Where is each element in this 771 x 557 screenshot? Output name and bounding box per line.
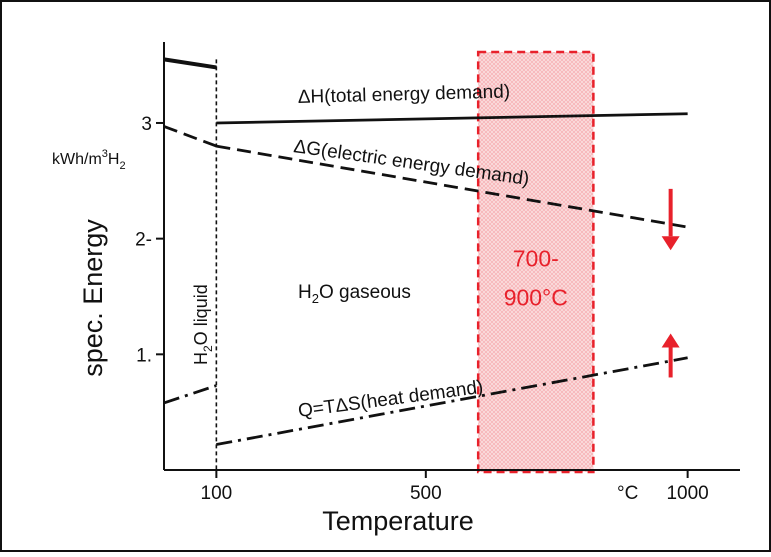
liquid-segment-total-energy [163, 57, 217, 70]
region-label-gaseous: H2O gaseous [298, 282, 411, 306]
x-axis-title: Temperature [322, 506, 474, 536]
y-tick-label: 1. [136, 345, 152, 366]
arrow-down [661, 188, 680, 251]
y-axis-title: spec. Energy [78, 219, 108, 377]
y-tick-label: 3 [141, 114, 152, 135]
highlight-label-line1: 700- [513, 245, 559, 271]
series-layer [163, 57, 688, 446]
series-line-electric-energy [216, 144, 688, 229]
x-axis-unit-tick: °C [617, 483, 638, 504]
highlight-label-line2: 900°C [504, 285, 568, 311]
y-ticks: 1. 2- 3 [135, 114, 164, 366]
highlight-band [476, 50, 595, 474]
y-axis-unit: kWh/m3H2 [52, 148, 126, 172]
region-label-liquid: H2O liquid [191, 284, 215, 365]
temperature-highlight: 700- 900°C [476, 50, 595, 474]
series-line-heat-demand [216, 356, 688, 446]
liquid-segment-heat-demand [163, 384, 217, 405]
liquid-segment-electric-energy [163, 125, 217, 148]
arrow-up [661, 333, 680, 378]
y-tick-label: 2- [135, 230, 152, 251]
axes [163, 42, 740, 471]
x-tick-label: 1000 [666, 483, 708, 504]
x-ticks: 100 500 1000 [201, 470, 709, 504]
arrows [661, 188, 680, 378]
x-tick-label: 500 [410, 483, 442, 504]
series-line-total-energy [216, 112, 688, 125]
series-label-heat-demand: Q=TΔS(heat demand) [297, 377, 485, 422]
x-tick-label: 100 [201, 483, 233, 504]
